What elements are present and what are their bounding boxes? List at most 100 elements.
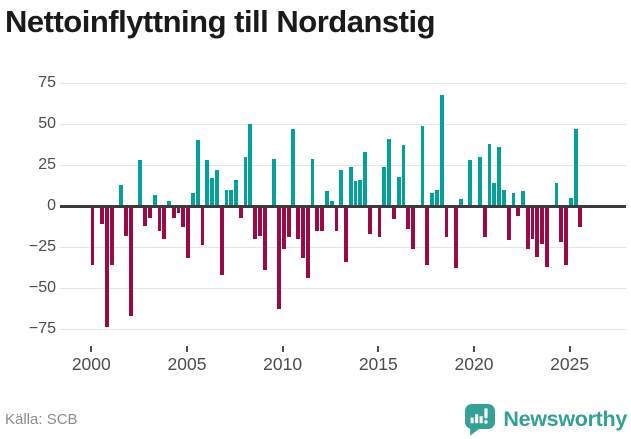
x-axis-tick-2015 (377, 346, 380, 352)
bar-2010Q1 (281, 206, 286, 249)
bar-2020Q3 (482, 206, 487, 238)
bar-2016Q3 (406, 206, 411, 229)
bar-2001Q3 (119, 184, 124, 206)
bar-2025Q2 (573, 129, 578, 206)
bar-2025Q3 (578, 206, 583, 228)
bar-2006Q1 (205, 160, 210, 206)
bar-2014Q3 (368, 206, 372, 234)
y-axis-label-0: 0 (47, 197, 56, 214)
bar-2023Q2 (535, 206, 540, 257)
x-axis-tick-2025 (568, 346, 571, 352)
bar-2012Q2 (324, 191, 329, 206)
bar-2005Q1 (186, 206, 191, 259)
x-axis-label-2025: 2025 (550, 354, 590, 374)
bar-2021Q2 (497, 147, 501, 206)
bar-2002Q4 (143, 206, 148, 226)
bar-2020Q2 (478, 156, 482, 206)
bar-2022Q2 (516, 206, 521, 216)
bar-2019Q4 (468, 160, 473, 206)
bar-2001Q1 (109, 206, 114, 265)
bar-2015Q4 (391, 206, 396, 220)
bar-2010Q4 (296, 206, 301, 239)
bar-2020Q4 (487, 143, 492, 206)
bar-2016Q2 (401, 145, 406, 206)
bar-2022Q3 (521, 191, 525, 206)
bar-2024Q4 (564, 206, 568, 265)
bar-2017Q4 (430, 192, 435, 206)
bar-2011Q3 (310, 158, 315, 206)
bar-2000Q3 (100, 206, 104, 224)
bar-2013Q4 (353, 181, 358, 206)
bar-2004Q1 (167, 201, 171, 206)
x-axis-label-2015: 2015 (358, 354, 398, 374)
bar-2015Q3 (387, 138, 391, 206)
x-axis-label-2010: 2010 (263, 354, 303, 374)
bar-2015Q2 (382, 166, 387, 206)
bar-2012Q1 (320, 206, 324, 231)
gridline-y--75 (60, 328, 626, 330)
bar-2015Q1 (377, 206, 382, 238)
y-axis-label-25: 25 (38, 156, 56, 173)
bar-2021Q1 (492, 183, 497, 206)
bar-2005Q3 (195, 140, 200, 206)
bar-2016Q1 (396, 176, 401, 206)
bar-2010Q3 (291, 129, 296, 206)
gridline-y--25 (60, 247, 626, 248)
newsworthy-badge-icon (464, 403, 496, 436)
bar-2007Q1 (224, 189, 229, 206)
bar-2007Q3 (234, 179, 238, 206)
bar-2012Q4 (334, 206, 339, 231)
bar-2002Q1 (128, 206, 133, 316)
bar-2023Q1 (530, 206, 535, 239)
bar-2009Q1 (262, 206, 267, 270)
bar-2003Q2 (152, 194, 157, 206)
zero-axis-line (60, 204, 626, 208)
bar-2018Q3 (444, 206, 449, 238)
newsworthy-wordmark: Newsworthy (503, 407, 627, 431)
bar-2009Q3 (272, 158, 277, 206)
x-axis-tick-2000 (90, 346, 93, 352)
x-axis-label-2000: 2000 (71, 354, 111, 374)
bar-2012Q3 (329, 201, 334, 206)
bar-2008Q4 (258, 206, 262, 236)
bar-2013Q1 (339, 169, 344, 206)
bar-2024Q2 (554, 183, 559, 206)
y-axis-label--75: −75 (28, 319, 56, 337)
bar-2008Q1 (243, 156, 248, 206)
x-axis-tick-2020 (473, 346, 475, 352)
x-axis-label-2005: 2005 (167, 354, 207, 374)
x-axis-label-2020: 2020 (454, 354, 494, 374)
y-axis-label-50: 50 (38, 115, 56, 132)
bar-2019Q2 (458, 199, 463, 206)
bar-2011Q4 (315, 206, 320, 231)
bar-2011Q1 (301, 206, 305, 259)
bar-2025Q1 (568, 197, 573, 206)
bar-2006Q2 (210, 178, 214, 206)
bar-2007Q2 (229, 189, 234, 206)
gridline-y--50 (60, 287, 626, 289)
y-axis-label-75: 75 (38, 74, 56, 92)
bar-2024Q3 (559, 206, 564, 243)
bar-2011Q2 (305, 206, 310, 279)
bar-2022Q1 (511, 192, 516, 206)
y-axis-label--25: −25 (28, 238, 56, 255)
y-axis-label--50: −50 (28, 278, 56, 296)
gridline-y-50 (60, 124, 626, 125)
newsworthy-logo[interactable]: Newsworthy (464, 403, 627, 436)
bar-2008Q2 (248, 124, 253, 206)
bar-2021Q4 (506, 206, 511, 241)
bar-2002Q3 (138, 160, 143, 206)
bar-2003Q1 (147, 206, 152, 218)
bar-2004Q4 (181, 206, 186, 228)
bar-2021Q3 (501, 189, 506, 206)
x-axis-tick-2005 (186, 346, 188, 352)
bar-2018Q1 (434, 189, 439, 206)
gridline-y-25 (60, 165, 626, 166)
bar-2022Q4 (525, 206, 530, 249)
bar-2000Q1 (90, 206, 95, 265)
bar-2004Q2 (171, 206, 176, 218)
bar-2005Q2 (191, 192, 195, 206)
chart-title: Nettoinflyttning till Nordanstig (5, 4, 436, 39)
bar-2014Q1 (358, 179, 363, 206)
